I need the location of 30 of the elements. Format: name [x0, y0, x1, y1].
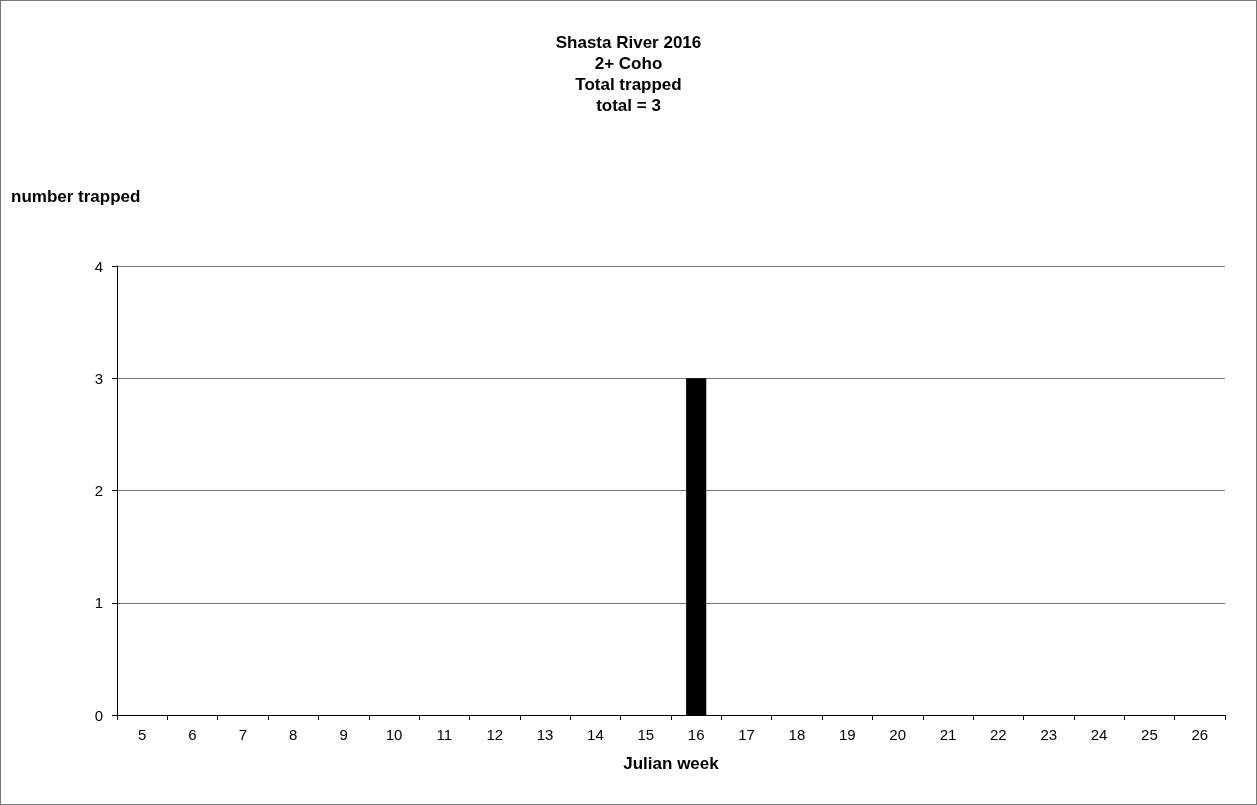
x-tick-label: 17	[738, 726, 755, 743]
x-tick-label: 9	[339, 726, 348, 743]
chart-title: Shasta River 2016 2+ Coho Total trapped total = 3	[555, 33, 702, 115]
x-tick-label: 16	[687, 726, 705, 743]
x-tick-label: 10	[385, 726, 403, 743]
x-tick-label: 7	[238, 726, 248, 743]
x-tick-label: 12	[486, 726, 504, 743]
y-tick-label: 4	[94, 257, 103, 275]
x-axis-title: Julian week	[623, 754, 720, 773]
x-tick-label: 8	[289, 726, 298, 743]
x-tick-label: 24	[1090, 726, 1108, 743]
x-tick-label: 18	[788, 726, 806, 743]
x-tick-label: 23	[1040, 726, 1058, 743]
x-tick-label: 14	[587, 726, 604, 743]
x-tick-label: 22	[990, 726, 1007, 743]
x-tick-label: 5	[138, 726, 147, 743]
y-axis-title: number trapped	[11, 187, 141, 206]
x-tick-label: 19	[838, 726, 856, 743]
x-tick-label: 13	[536, 726, 554, 743]
x-tick-label: 26	[1191, 726, 1209, 743]
y-tick-label: 0	[94, 706, 103, 724]
x-tick-label: 15	[637, 726, 655, 743]
y-tick-label: 3	[94, 369, 103, 387]
x-tick-label: 21	[939, 726, 957, 743]
y-tick-label: 1	[94, 594, 103, 612]
x-tick-label: 25	[1141, 726, 1158, 743]
x-tick-label: 6	[188, 726, 197, 743]
x-tick-label: 11	[436, 726, 453, 743]
y-tick-label: 2	[94, 482, 103, 499]
x-tick-label: 20	[889, 726, 906, 743]
